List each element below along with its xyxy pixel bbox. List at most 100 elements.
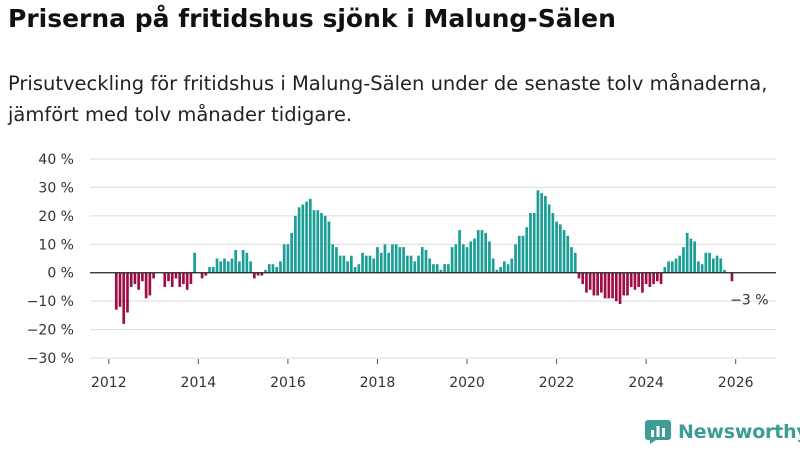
bar: [585, 272, 588, 293]
bar: [570, 247, 573, 273]
bar: [208, 267, 211, 273]
bar: [588, 272, 592, 290]
bar: [730, 272, 734, 282]
bar: [532, 213, 536, 273]
bar: [558, 224, 562, 273]
bar: [241, 249, 245, 273]
bar: [189, 272, 193, 285]
bar: [372, 258, 376, 273]
bar: [697, 261, 700, 273]
bar: [551, 213, 555, 273]
bar: [525, 227, 529, 273]
bar: [170, 272, 174, 287]
bar: [301, 204, 305, 273]
bar: [659, 272, 663, 285]
bar: [327, 221, 331, 273]
bar: [447, 264, 450, 273]
x-tick-label: 2016: [270, 375, 306, 391]
y-tick-label: 40 %: [38, 152, 74, 168]
bar: [316, 210, 320, 273]
bar: [286, 244, 290, 273]
bar: [133, 272, 137, 285]
bar: [607, 272, 611, 299]
bar: [682, 247, 685, 273]
bar: [611, 272, 614, 299]
bar: [506, 264, 510, 273]
bar: [439, 269, 443, 273]
bar: [308, 198, 312, 273]
bar: [238, 261, 241, 273]
bar: [693, 241, 696, 273]
bar: [454, 244, 458, 273]
newsworthy-logo: Newsworthy: [644, 419, 800, 445]
bar: [674, 258, 678, 273]
x-tick-label: 2024: [628, 375, 664, 391]
x-tick-label: 2014: [181, 375, 217, 391]
y-tick-label: 10 %: [38, 237, 74, 253]
bar: [637, 272, 641, 287]
bar: [521, 235, 525, 273]
bar: [234, 249, 238, 273]
bar: [391, 244, 394, 273]
bar: [719, 258, 723, 273]
bar: [409, 255, 413, 273]
bar: [711, 258, 715, 273]
bar: [126, 272, 129, 313]
bar: [252, 272, 256, 279]
bar: [566, 235, 570, 273]
x-tick-label: 2026: [718, 375, 754, 391]
bar: [215, 258, 219, 273]
bar: [245, 252, 249, 273]
bar: [114, 272, 118, 310]
bar: [503, 261, 506, 273]
bar: [592, 272, 596, 296]
bar: [320, 213, 323, 273]
bar: [219, 261, 223, 273]
y-tick-label: −30 %: [27, 351, 74, 367]
bar: [480, 230, 484, 273]
bar: [458, 230, 461, 273]
bar: [544, 195, 547, 273]
bar: [335, 247, 338, 273]
newsworthy-logo-text: Newsworthy: [678, 421, 800, 443]
bar: [465, 247, 469, 273]
bar: [424, 249, 428, 273]
bar: [282, 244, 286, 273]
bar: [603, 272, 607, 299]
bar: [394, 244, 398, 273]
bar: [629, 272, 633, 287]
bar: [297, 207, 301, 273]
bar: [148, 272, 152, 296]
bar: [141, 272, 144, 282]
bar: [144, 272, 148, 299]
x-tick-label: 2018: [360, 375, 396, 391]
bar: [428, 258, 432, 273]
bar: [387, 252, 391, 273]
bar: [488, 241, 491, 273]
bar: [678, 255, 682, 273]
y-tick-label: 0 %: [47, 266, 74, 282]
bar: [655, 272, 659, 282]
bar: [323, 215, 327, 273]
bar: [118, 272, 122, 307]
bar: [536, 190, 540, 273]
bar: [596, 272, 599, 296]
bar: [361, 252, 364, 273]
bar: [420, 247, 424, 273]
bar: [353, 267, 357, 273]
bar: [667, 261, 670, 273]
bar: [648, 272, 652, 287]
bar: [461, 244, 465, 273]
bar: [652, 272, 655, 285]
annotation-last-value: −3 %: [730, 293, 768, 309]
bar: [331, 244, 335, 273]
bar: [663, 267, 667, 273]
bar: [704, 252, 708, 273]
newsworthy-logo-icon: [645, 420, 671, 444]
bar: [383, 244, 387, 273]
bar: [178, 272, 182, 287]
bar: [376, 247, 379, 273]
bar: [256, 272, 260, 276]
bar: [600, 272, 603, 293]
bar: [581, 272, 585, 285]
